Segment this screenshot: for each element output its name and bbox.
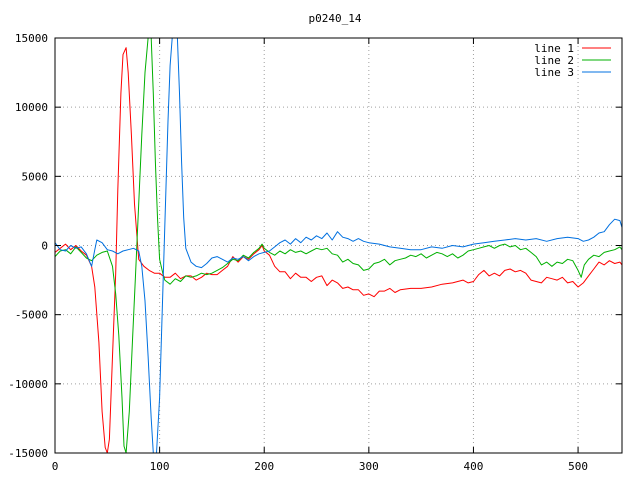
plot-frame <box>54 37 623 454</box>
y-tick-label: 5000 <box>22 170 49 183</box>
x-tick-label: 400 <box>464 460 484 473</box>
y-tick-label: -5000 <box>15 309 48 322</box>
legend-label: line 1 <box>534 42 574 55</box>
x-tick-label: 300 <box>359 460 379 473</box>
legend-label: line 2 <box>534 54 574 67</box>
x-tick-label: 100 <box>150 460 170 473</box>
series-layer <box>55 38 622 453</box>
series-line-3 <box>55 38 622 453</box>
y-tick-label: -15000 <box>8 447 48 460</box>
grid <box>55 38 622 453</box>
x-tick-label: 0 <box>52 460 59 473</box>
series-line-1 <box>55 47 622 453</box>
x-tick-label: 200 <box>254 460 274 473</box>
y-tick-label: -10000 <box>8 378 48 391</box>
axis-ticks: -15000 -10000 -5000 0 5000 10000 15000 0 100 200 3… <box>8 32 622 473</box>
y-tick-label: 15000 <box>15 32 48 45</box>
x-tick-label: 500 <box>568 460 588 473</box>
y-tick-label: 10000 <box>15 101 48 114</box>
legend-label: line 3 <box>534 66 574 79</box>
series-line-2 <box>55 38 622 453</box>
chart-title: p0240_14 <box>309 12 362 25</box>
y-tick-label: 0 <box>41 240 48 253</box>
